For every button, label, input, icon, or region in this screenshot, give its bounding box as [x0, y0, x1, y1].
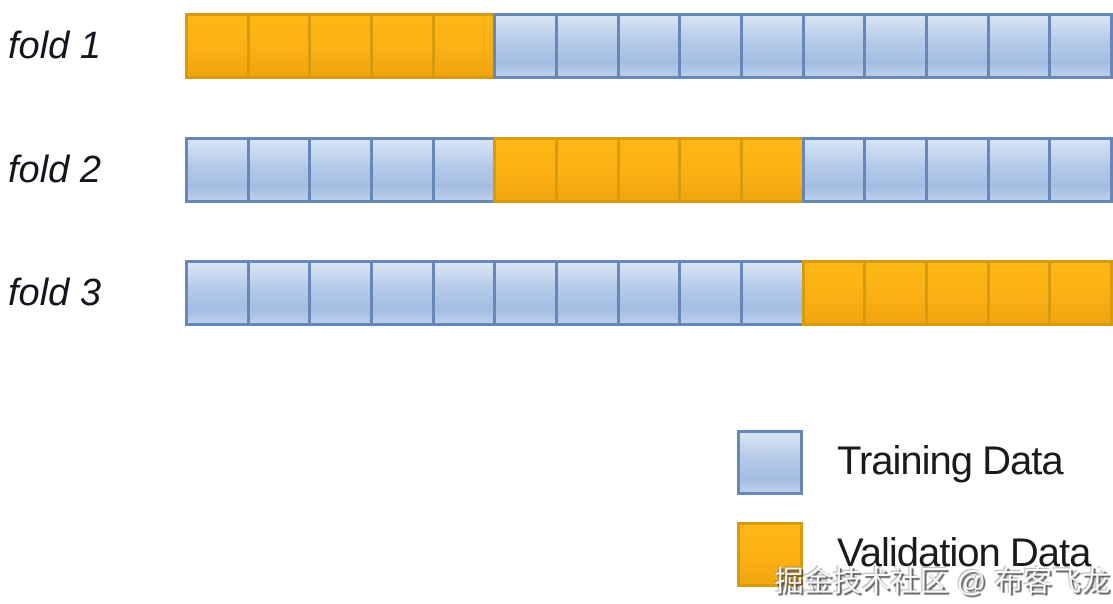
- training-cell: [1048, 13, 1113, 79]
- validation-cell: [925, 260, 990, 326]
- training-cell: [863, 137, 929, 203]
- training-cell: [431, 137, 497, 203]
- validation-cell: [431, 13, 497, 79]
- training-cell: [246, 137, 312, 203]
- fold-2-row: fold 2: [0, 137, 1113, 203]
- training-cell: [246, 260, 312, 326]
- training-cell: [370, 260, 435, 326]
- training-cell: [678, 260, 744, 326]
- training-cell: [185, 260, 250, 326]
- fold-3-cells-strip: [185, 260, 1113, 326]
- training-cell: [925, 137, 990, 203]
- training-cell: [308, 137, 374, 203]
- validation-label: Validation Data: [837, 531, 1091, 575]
- validation-cell: [370, 13, 435, 79]
- fold-1-row: fold 1: [0, 13, 1113, 79]
- training-swatch: [737, 430, 803, 495]
- validation-cell: [246, 13, 312, 79]
- training-cell: [616, 260, 682, 326]
- training-cell: [801, 137, 867, 203]
- training-label: Training Data: [837, 439, 1064, 483]
- fold-3-label: fold 3: [8, 272, 101, 314]
- validation-swatch: [737, 522, 803, 587]
- training-cell: [185, 137, 250, 203]
- training-cell: [555, 13, 620, 79]
- training-cell: [925, 13, 990, 79]
- training-cell: [986, 137, 1052, 203]
- validation-cell: [678, 137, 744, 203]
- fold-1-cells-strip: [185, 13, 1113, 79]
- training-cell: [740, 260, 805, 326]
- validation-cell: [863, 260, 929, 326]
- validation-cell: [555, 137, 620, 203]
- validation-cell: [1048, 260, 1113, 326]
- legend-item-training: Training Data: [737, 430, 1113, 496]
- training-cell: [801, 13, 867, 79]
- training-cell: [740, 13, 805, 79]
- validation-cell: [308, 13, 374, 79]
- fold-3-row: fold 3: [0, 260, 1113, 326]
- training-cell: [308, 260, 374, 326]
- training-cell: [370, 137, 435, 203]
- training-cell: [1048, 137, 1113, 203]
- training-cell: [555, 260, 620, 326]
- training-cell: [616, 13, 682, 79]
- legend-item-validation: Validation Data: [737, 522, 1113, 588]
- validation-cell: [986, 260, 1052, 326]
- validation-cell: [616, 137, 682, 203]
- validation-cell: [493, 137, 559, 203]
- training-cell: [863, 13, 929, 79]
- watermark: 掘金技术社区 @ 布客飞龙: [774, 566, 1110, 598]
- fold-2-label: fold 2: [8, 149, 101, 191]
- training-cell: [678, 13, 744, 79]
- validation-cell: [185, 13, 250, 79]
- fold-1-label: fold 1: [8, 25, 101, 67]
- validation-cell: [740, 137, 805, 203]
- training-cell: [431, 260, 497, 326]
- fold-2-cells-strip: [185, 137, 1113, 203]
- training-cell: [986, 13, 1052, 79]
- training-cell: [493, 13, 559, 79]
- training-cell: [493, 260, 559, 326]
- validation-cell: [801, 260, 867, 326]
